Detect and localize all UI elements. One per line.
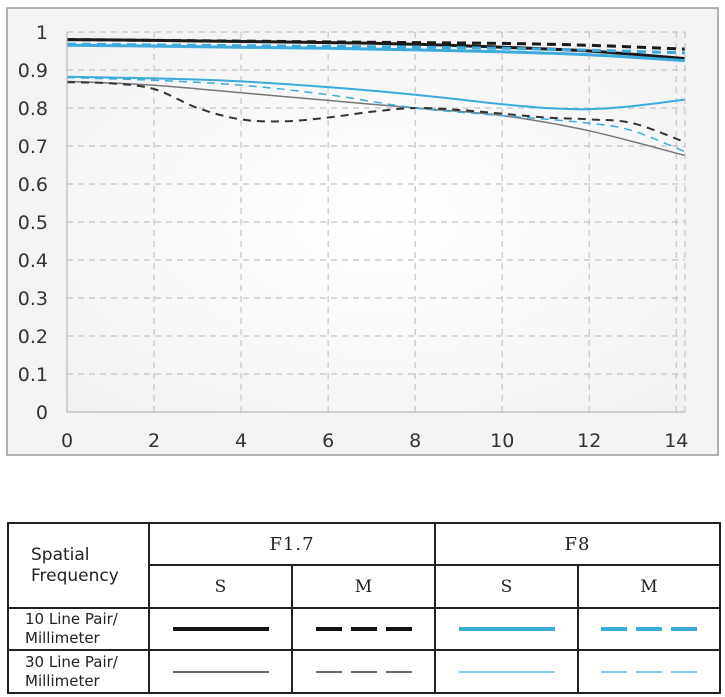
col-header-f17-m: M	[291, 564, 436, 609]
mtf-chart: 00.10.20.30.40.50.60.70.80.910 2 4 6 8 10 12 14	[6, 7, 719, 456]
y-tick-label: 0.5	[18, 212, 48, 234]
y-tick-label: 1	[36, 22, 48, 44]
series-line-f8-s-30	[66, 75, 686, 111]
legend-table: Spatial Frequency F1.7 F8 S M S M 10 Lin…	[7, 522, 722, 694]
x-tick-label: 8	[409, 430, 421, 452]
col-header-f8-m: M	[576, 564, 722, 609]
row-label-10lp: 10 Line Pair/ Millimeter	[7, 607, 150, 651]
y-tick-label: 0.8	[18, 98, 48, 120]
aperture-header-f8: F8	[433, 522, 722, 566]
legend-swatch-f17-s-30	[172, 670, 269, 673]
x-tick-label: 2	[148, 430, 160, 452]
row-label-10lp-line1: 10 Line Pair/	[25, 610, 118, 628]
row-label-10lp-line2: Millimeter	[25, 629, 100, 647]
y-tick-label: 0.4	[18, 250, 48, 272]
swatch-cell	[291, 649, 436, 694]
series-layer	[66, 38, 686, 157]
col-header-f8-s: S	[434, 564, 579, 609]
x-tick-label: 0	[61, 430, 73, 452]
legend-swatch-f17-s-10	[172, 627, 269, 631]
y-tick-label: 0.1	[18, 364, 48, 386]
legend-swatch-f8-m-10	[601, 627, 697, 631]
y-tick-label: 0.7	[18, 136, 48, 158]
series-line-f8-m-10	[66, 42, 686, 55]
swatch-cell	[148, 607, 293, 651]
x-tick-label: 4	[235, 430, 247, 452]
swatch-cell	[576, 607, 722, 651]
y-tick-label: 0.2	[18, 326, 48, 348]
row-label-30lp-line1: 30 Line Pair/	[25, 652, 118, 671]
col-header-f17-s: S	[148, 564, 293, 609]
axis-layer	[66, 32, 686, 413]
row-label-30lp-line2: Millimeter	[25, 671, 100, 690]
swatch-cell	[148, 649, 293, 694]
series-line-f17-s-30	[66, 80, 686, 157]
legend-swatch-f8-m-30	[601, 670, 697, 673]
series-line-f17-m-10	[66, 38, 686, 51]
x-tick-label: 10	[490, 430, 514, 452]
tick-labels: 00.10.20.30.40.50.60.70.80.910 2 4 6 8 10 12 14	[18, 22, 689, 452]
corner-label-line1: Spatial	[31, 544, 90, 565]
corner-label-line2: Frequency	[31, 565, 119, 586]
swatch-cell	[291, 607, 436, 651]
legend-swatch-f17-m-30	[315, 670, 412, 673]
x-tick-label: 6	[322, 430, 334, 452]
y-tick-label: 0.3	[18, 288, 48, 310]
swatch-cell	[434, 607, 579, 651]
series-line-f17-m-30	[66, 81, 686, 144]
grid-layer	[67, 31, 685, 412]
y-tick-label: 0.6	[18, 174, 48, 196]
legend-corner-header: Spatial Frequency	[7, 522, 150, 609]
x-tick-label: 12	[577, 430, 601, 452]
x-tick-label: 14	[664, 430, 688, 452]
series-line-f8-m-30	[66, 76, 686, 153]
y-tick-label: 0	[36, 402, 48, 424]
legend-swatch-f8-s-30	[458, 670, 555, 673]
legend-swatch-f17-m-10	[315, 627, 412, 631]
legend-swatch-f8-s-10	[458, 627, 555, 631]
y-tick-label: 0.9	[18, 60, 48, 82]
row-label-30lp: 30 Line Pair/ Millimeter	[7, 649, 150, 694]
aperture-header-f17: F1.7	[148, 522, 436, 566]
swatch-cell	[576, 649, 722, 694]
swatch-cell	[434, 649, 579, 694]
